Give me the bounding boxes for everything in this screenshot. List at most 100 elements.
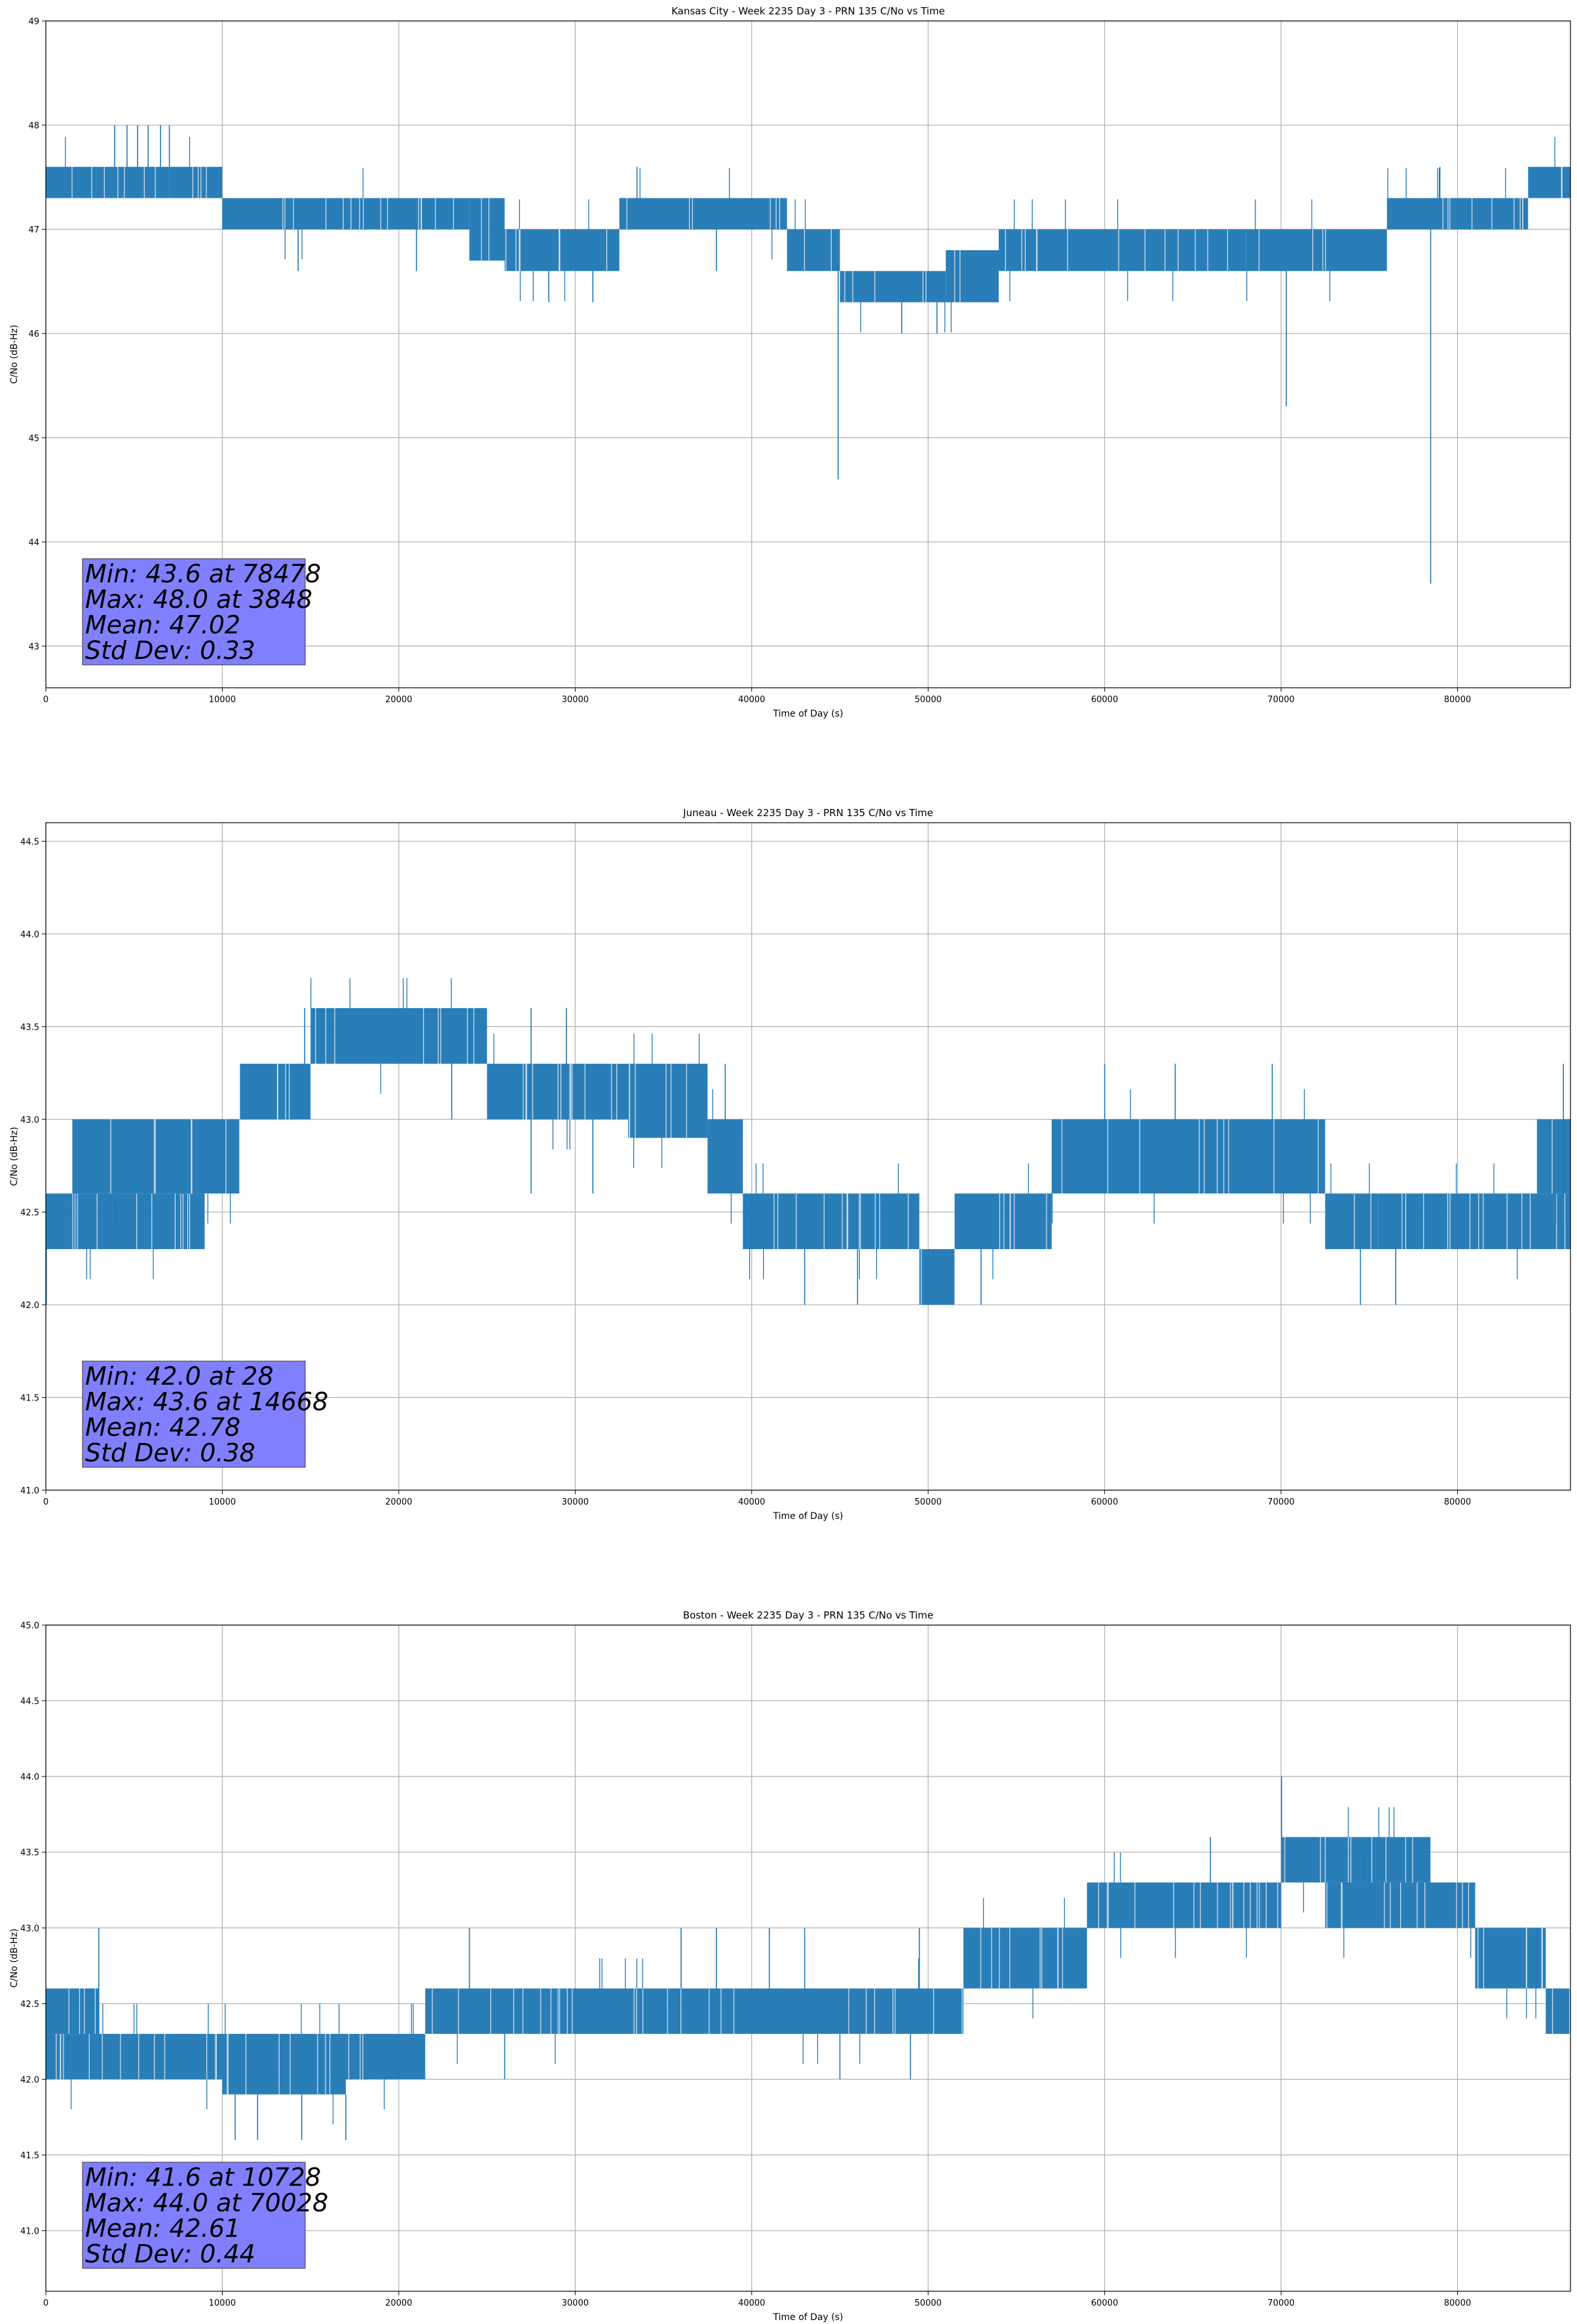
chart-2-data-gap (526, 1063, 527, 1119)
chart-3-data-gap (513, 1988, 515, 2034)
chart-1-data-gap (1513, 198, 1515, 230)
chart-2-data-gap (423, 1008, 424, 1064)
chart-3-data-gap (557, 1988, 559, 2034)
chart-3-data-gap (329, 2034, 331, 2095)
chart-3-y-tick-label: 45.0 (20, 1621, 39, 1631)
chart-2-data-gap (842, 1193, 843, 1250)
chart-3-data-band (1086, 1882, 1282, 1928)
chart-1-x-axis-label: Time of Day (s) (773, 709, 844, 719)
chart-2-data-band (487, 1063, 629, 1119)
chart-2-data-gap (1506, 1193, 1508, 1250)
chart-1-data-gap (71, 166, 73, 198)
chart-1-data-gap (325, 198, 327, 230)
chart-3-data-gap (1341, 1882, 1343, 1928)
chart-2-y-tick-label: 41.5 (20, 1393, 39, 1403)
chart-2-data-gap (525, 1063, 527, 1119)
chart-3-data-gap (540, 1988, 542, 2034)
chart-2-series-line (46, 978, 1570, 1305)
chart-2-data-gap (1223, 1119, 1225, 1194)
chart-2-data-band (72, 1119, 196, 1194)
chart-3-data-band (222, 2034, 346, 2095)
chart-3-y-tick-label: 44.0 (20, 1772, 39, 1782)
chart-2-data-gap (72, 1193, 73, 1250)
chart-1-data-gap (1195, 229, 1196, 271)
chart-2-data-gap (153, 1119, 155, 1194)
chart-2-data-gap (191, 1119, 193, 1194)
chart-1-data-band (46, 166, 170, 198)
chart-2-data-gap (1354, 1193, 1355, 1250)
chart-2-data-gap (1521, 1193, 1523, 1250)
chart-2-x-tick-label: 20000 (385, 1497, 412, 1507)
chart-3-data-band (1325, 1882, 1475, 1928)
chart-2-data-gap (1556, 1193, 1557, 1250)
chart-1-data-gap (420, 198, 422, 230)
chart-3-data-gap (1551, 1988, 1553, 2034)
chart-2-data-gap (773, 1193, 775, 1250)
chart-3-data-band (1475, 1928, 1546, 1989)
chart-1-data-gap (954, 250, 955, 303)
chart-3-data-band (1281, 1837, 1432, 1883)
chart-2-data-gap (847, 1193, 849, 1250)
chart-2-data-gap (1405, 1193, 1407, 1250)
chart-2-x-tick-label: 50000 (915, 1497, 942, 1507)
chart-3-data-gap (1230, 1882, 1231, 1928)
chart-1-stats-line: Std Dev: 0.33 (85, 636, 255, 665)
chart-1-data-gap (1519, 198, 1521, 230)
chart-2-data-gap (151, 1193, 153, 1250)
chart-2-data-band (1378, 1193, 1570, 1250)
chart-3-stats-line: Min: 41.6 at 10728 (85, 2163, 321, 2192)
chart-1-data-gap (830, 229, 832, 271)
chart-2-y-tick-label: 44.0 (20, 930, 39, 940)
chart-1-x-tick-label: 70000 (1267, 695, 1294, 705)
chart-1-y-tick-label: 44 (28, 538, 39, 548)
chart-3-x-tick-label: 70000 (1267, 2298, 1294, 2308)
chart-3-data-gap (1424, 1882, 1426, 1928)
chart-3-stats-box (82, 2162, 306, 2269)
chart-1-data-gap (1325, 229, 1326, 271)
chart-3-data-gap (138, 2034, 139, 2080)
chart-3-y-tick-label: 44.5 (20, 1697, 39, 1707)
chart-2-x-tick-label: 80000 (1444, 1497, 1471, 1507)
chart-3-data-gap (79, 1988, 81, 2034)
chart-2-data-gap (611, 1063, 612, 1119)
chart-2-data-gap (1003, 1193, 1005, 1250)
chart-1-data-gap (343, 198, 344, 230)
chart-3-data-band (46, 2034, 223, 2080)
chart-3-data-gap (1107, 1882, 1109, 1928)
chart-3-data-gap (1477, 1928, 1479, 1989)
chart-1-data-band (840, 271, 946, 303)
chart-1-data-gap (519, 229, 521, 271)
chart-1-x-tick-label: 20000 (385, 695, 412, 705)
chart-1-title: Kansas City - Week 2235 Day 3 - PRN 135 … (671, 5, 945, 17)
chart-3-y-tick-label: 42.0 (20, 2075, 39, 2085)
chart-3-data-gap (1542, 1928, 1543, 1989)
chart-1-data-gap (1561, 166, 1563, 198)
chart-3-data-gap (636, 1988, 637, 2034)
chart-3-data-gap (1526, 1928, 1527, 1989)
chart-1-data-gap (804, 229, 805, 271)
chart-1-x-tick-label: 80000 (1444, 695, 1471, 705)
chart-1-y-tick-label: 46 (28, 329, 39, 339)
chart-2-data-gap (570, 1063, 572, 1119)
chart-1-data-gap (1561, 166, 1562, 198)
chart-1-data-gap (1312, 229, 1314, 271)
chart-2-data-gap (77, 1193, 78, 1250)
chart-2-y-tick-label: 43.5 (20, 1022, 39, 1032)
chart-2-stats-line: Mean: 42.78 (85, 1413, 240, 1442)
chart-1-data-band (1528, 166, 1570, 198)
chart-3-data-gap (1412, 1837, 1413, 1883)
chart-2-stats-box (82, 1360, 306, 1468)
chart-1-data-gap (1036, 229, 1037, 271)
chart-2-data-gap (1107, 1119, 1109, 1194)
chart-1-data-gap (143, 166, 145, 198)
chart-3: Boston - Week 2235 Day 3 - PRN 135 C/No … (9, 1609, 1571, 2323)
chart-3-data-gap (1320, 1837, 1321, 1883)
chart-2-data-gap (325, 1008, 327, 1064)
chart-3-data-gap (362, 2034, 363, 2080)
chart-1-data-gap (1005, 229, 1006, 271)
chart-3-data-band (963, 1928, 1087, 1989)
chart-3-stats-line: Std Dev: 0.44 (85, 2240, 255, 2268)
chart-2-data-band (707, 1119, 743, 1194)
chart-1-data-gap (155, 166, 156, 198)
chart-3-data-gap (559, 1988, 561, 2034)
